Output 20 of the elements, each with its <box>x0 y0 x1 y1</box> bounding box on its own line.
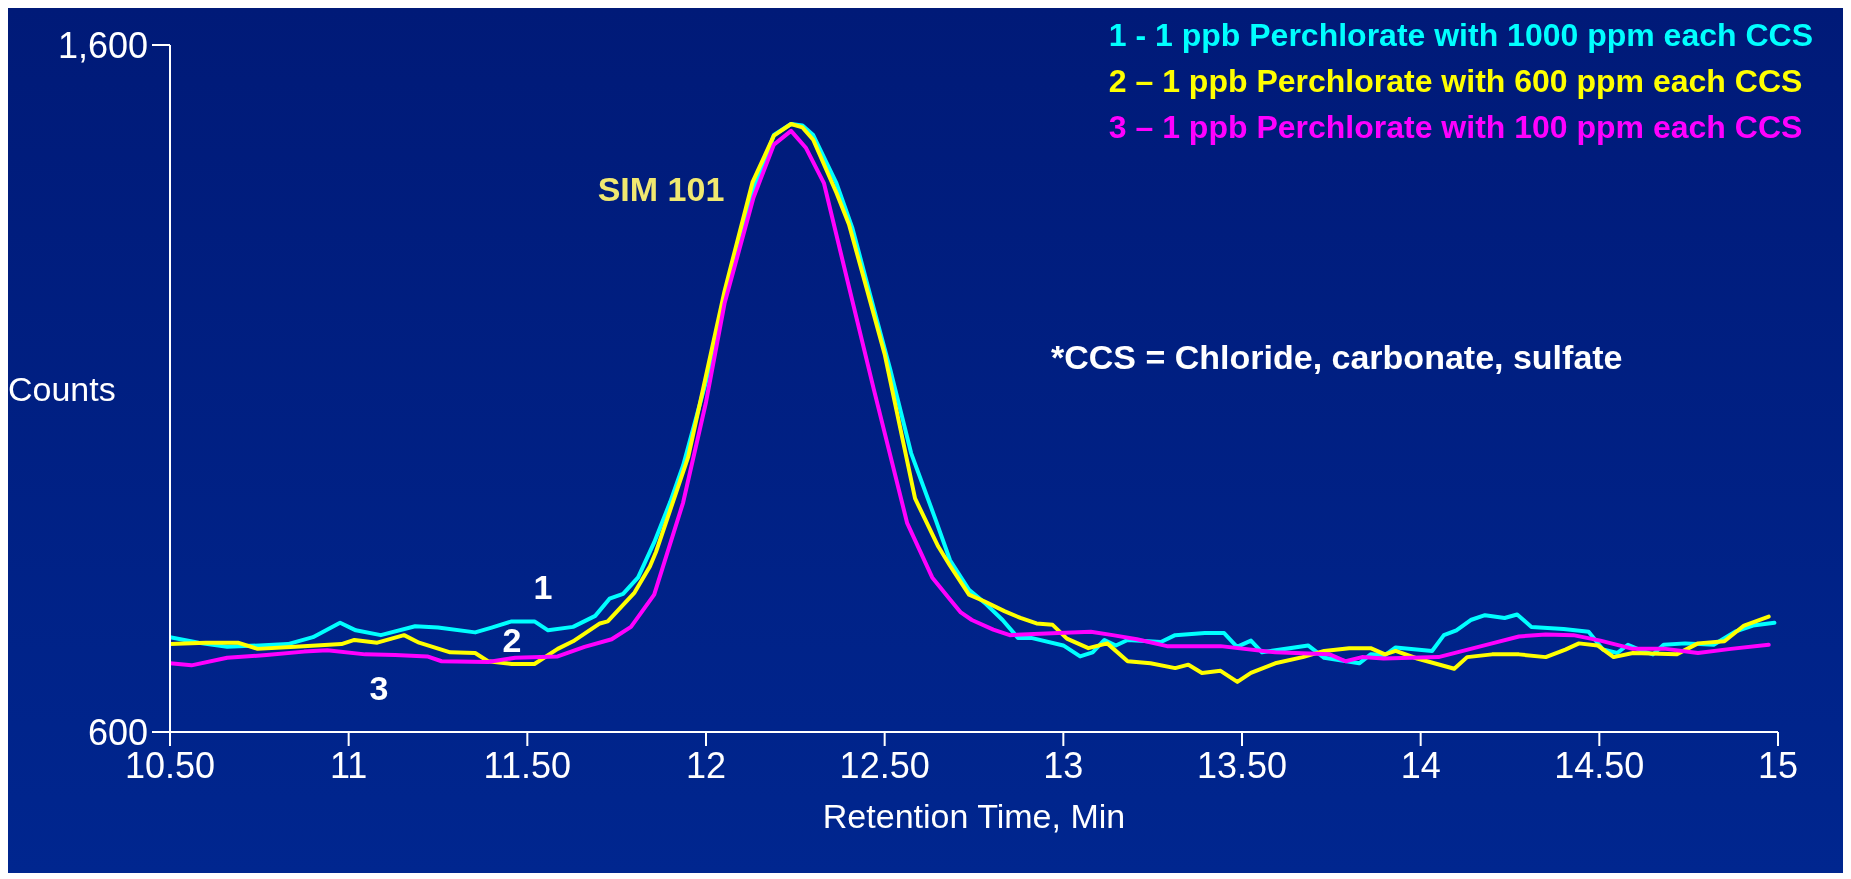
x-tick-label: 15 <box>1757 744 1799 786</box>
text: 2 – 1 ppb Perchlorate with 600 ppm each CCS <box>1108 62 1804 101</box>
annotation: *CCS = Chloride, carbonate, sulfate <box>1051 338 1623 377</box>
annotation: 1 <box>533 567 553 607</box>
x-tick-label: 11.50 <box>483 744 572 786</box>
x-tick-label: 12.50 <box>839 744 930 786</box>
text: 3 – 1 ppb Perchlorate with 100 ppm each CCS <box>1108 108 1804 147</box>
x-tick-label: 13.50 <box>1196 744 1288 786</box>
y-axis-title: Counts <box>8 369 116 408</box>
annotation: SIM 101 <box>597 169 725 209</box>
annotation: 3 <box>369 668 389 708</box>
x-tick-label: 14 <box>1400 744 1441 786</box>
x-tick-label: 13 <box>1043 744 1084 786</box>
y-tick-label: 1,600 <box>57 24 148 66</box>
x-axis-title: Retention Time, Min <box>822 797 1126 835</box>
text: 1 - 1 ppb Perchlorate with 1000 ppm each CCS <box>1108 16 1813 55</box>
x-tick-label: 11 <box>329 744 368 786</box>
annotation: 2 <box>502 620 522 660</box>
x-tick-label: 12 <box>685 744 727 786</box>
x-tick-label: 14.50 <box>1554 744 1645 786</box>
